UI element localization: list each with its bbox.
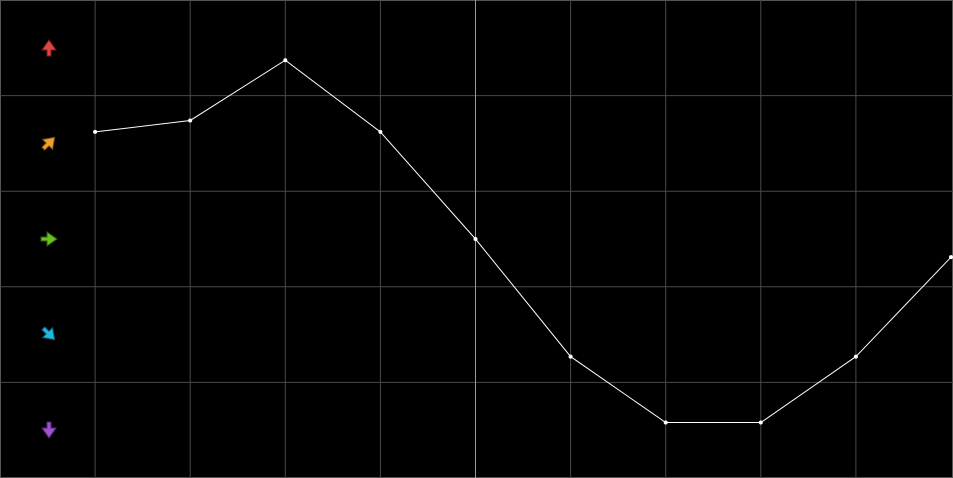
key-point [663, 420, 668, 425]
arrow-up-icon [41, 39, 57, 57]
key-point [188, 118, 193, 123]
curve [95, 59, 952, 424]
key-point [949, 255, 953, 260]
key-point [283, 58, 288, 63]
arrow-down-right-icon [41, 326, 56, 341]
key-point [758, 420, 763, 425]
key-point [568, 354, 573, 359]
key-point [93, 129, 98, 134]
key-point [853, 354, 858, 359]
key-point [473, 237, 478, 241]
arrow-down-icon [41, 421, 57, 439]
key-point [378, 129, 383, 134]
arrow-right-icon [40, 231, 58, 247]
direction-icons [40, 39, 58, 439]
arrow-up-right-icon [41, 136, 56, 151]
